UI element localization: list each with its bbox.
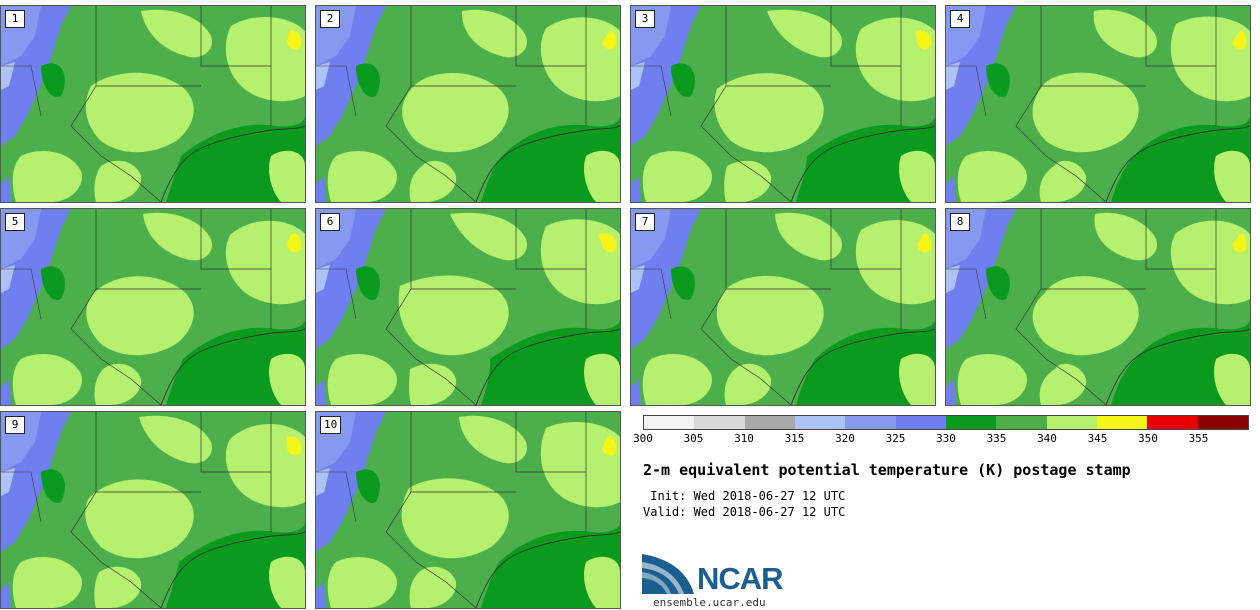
colorbar-tick-label: 345	[1087, 432, 1108, 445]
ncar-logo-text: NCAR	[697, 561, 784, 596]
ensemble-member-panel: 3	[630, 5, 936, 203]
member-number-label: 2	[320, 10, 340, 28]
colorbar-segment	[1046, 416, 1097, 429]
colorbar-tick-label: 350	[1138, 432, 1158, 445]
colorbar-tick-label: 305	[683, 432, 704, 445]
member-number-label: 9	[5, 416, 25, 434]
ensemble-member-panel: 8	[945, 208, 1251, 406]
colorbar-tick-label: 315	[784, 432, 805, 445]
ensemble-member-panel: 7	[630, 208, 936, 406]
member-number-label: 10	[320, 416, 342, 434]
colorbar-tick-label: 335	[986, 432, 1007, 445]
member-number-label: 8	[950, 213, 970, 231]
colorbar	[643, 415, 1249, 430]
colorbar-tick-label: 310	[734, 432, 754, 445]
ensemble-member-panel: 9	[0, 411, 306, 609]
valid-time: Valid: Wed 2018-06-27 12 UTC	[643, 505, 846, 519]
init-time: Init: Wed 2018-06-27 12 UTC	[643, 489, 846, 503]
ensemble-member-panel: 2	[315, 5, 621, 203]
colorbar-segment	[1096, 416, 1148, 429]
colorbar-segment	[1197, 416, 1248, 429]
member-number-label: 4	[950, 10, 970, 28]
colorbar-segment	[794, 416, 846, 429]
colorbar-tick-label: 325	[885, 432, 906, 445]
member-map	[946, 6, 1250, 202]
plot-title: 2-m equivalent potential temperature (K)…	[643, 461, 1131, 479]
member-number-label: 7	[635, 213, 655, 231]
colorbar-tick-label: 340	[1037, 432, 1057, 445]
colorbar-ticks: 300 305 310 315 320 325 330 335 340 345 350 355	[633, 432, 1249, 446]
member-number-label: 3	[635, 10, 655, 28]
member-map	[631, 209, 935, 405]
member-map	[946, 209, 1250, 405]
member-map	[316, 209, 620, 405]
colorbar-segment	[644, 416, 695, 429]
colorbar-tick-label: 300	[633, 432, 653, 445]
member-map	[316, 412, 620, 608]
colorbar-segment	[744, 416, 795, 429]
colorbar-tick-label: 330	[936, 432, 956, 445]
colorbar-tick-label: 320	[835, 432, 855, 445]
member-map	[1, 6, 305, 202]
member-number-label: 6	[320, 213, 340, 231]
colorbar-segment	[694, 416, 745, 429]
ensemble-member-panel: 5	[0, 208, 306, 406]
member-map	[631, 6, 935, 202]
colorbar-segment	[996, 416, 1047, 429]
colorbar-segment	[1147, 416, 1198, 429]
ensemble-member-panel: 10	[315, 411, 621, 609]
colorbar-segment	[845, 416, 896, 429]
ensemble-member-panel: 1	[0, 5, 306, 203]
member-map	[316, 6, 620, 202]
member-map	[1, 412, 305, 608]
colorbar-segment	[945, 416, 997, 429]
member-number-label: 5	[5, 213, 25, 231]
ncar-logo-icon	[642, 554, 694, 594]
ensemble-member-panel: 4	[945, 5, 1251, 203]
colorbar-tick-label: 355	[1188, 432, 1209, 445]
colorbar-segment	[895, 416, 946, 429]
member-map	[1, 209, 305, 405]
logo-url[interactable]: ensemble.ucar.edu	[653, 596, 766, 609]
ensemble-member-panel: 6	[315, 208, 621, 406]
member-number-label: 1	[5, 10, 25, 28]
